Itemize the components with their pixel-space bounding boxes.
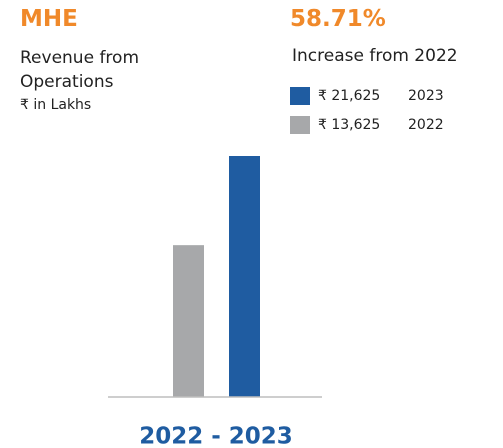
legend-label: 2023 xyxy=(408,88,444,104)
bar xyxy=(229,156,260,397)
legend-swatch xyxy=(290,87,310,105)
chart-title: MHE xyxy=(20,6,78,32)
x-tick-label: 2022 - 2023 xyxy=(139,424,293,448)
legend-value: ₹ 13,625 xyxy=(318,117,380,133)
headline-note: Increase from 2022 xyxy=(292,46,458,66)
legend-swatch xyxy=(290,116,310,134)
legend-label: 2022 xyxy=(408,117,444,133)
chart-subtitle: Revenue from Operations xyxy=(20,48,139,92)
unit-label: ₹ in Lakhs xyxy=(20,97,92,113)
headline: 58.71% xyxy=(290,6,386,32)
legend-value: ₹ 21,625 xyxy=(318,88,380,104)
bar xyxy=(173,245,204,397)
